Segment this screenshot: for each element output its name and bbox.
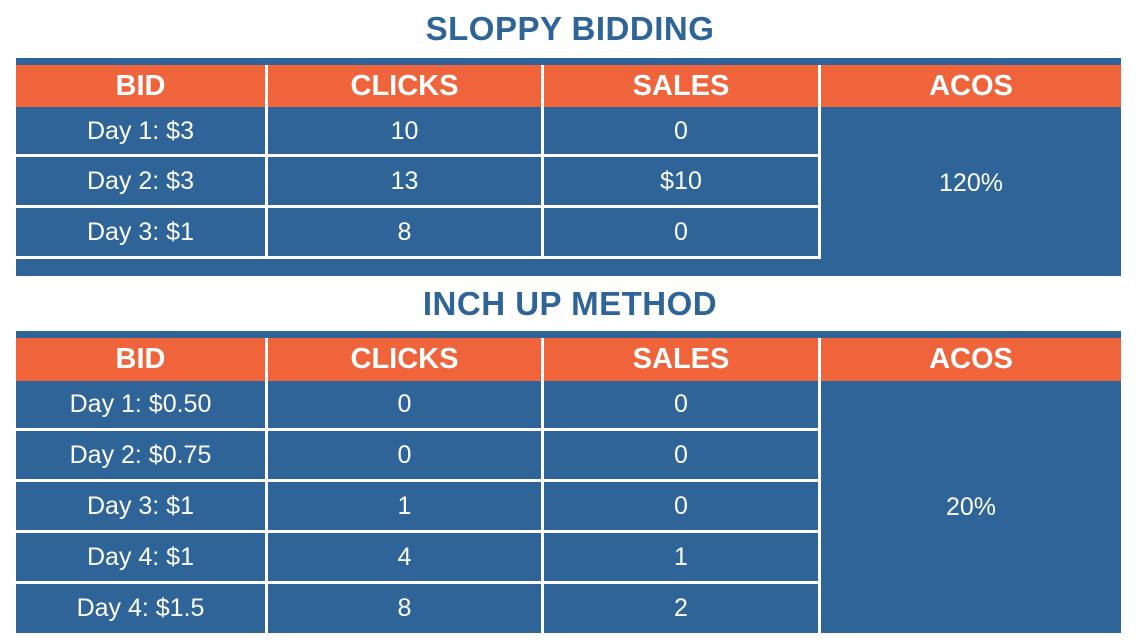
table-cell-clicks: 4 <box>397 542 412 571</box>
table-cell-sales: 1 <box>674 542 688 571</box>
table-sloppy-bidding: BID CLICKS SALES ACOS Day 1: $3 10 0 Day… <box>16 58 1121 276</box>
grid-line <box>16 530 818 533</box>
grid-line <box>16 581 818 584</box>
table-cell-clicks: 8 <box>397 217 412 246</box>
table-cell-bid: Day 3: $1 <box>86 217 194 246</box>
table-inch-up-method: BID CLICKS SALES ACOS Day 1: $0.50 0 0 D… <box>16 331 1121 633</box>
column-header-acos: ACOS <box>821 65 1121 107</box>
grid-line <box>265 65 268 259</box>
grid-line <box>818 65 821 259</box>
table-cell-sales: 0 <box>674 116 688 145</box>
table-cell-bid: Day 3: $1 <box>86 491 194 520</box>
table-cell-bid: Day 1: $3 <box>86 116 194 145</box>
table-cell-sales: 0 <box>674 440 688 469</box>
grid-line <box>16 205 818 208</box>
table-cell-sales: 0 <box>674 491 688 520</box>
table-cell-sales: 0 <box>674 390 688 418</box>
grid-line <box>16 154 818 157</box>
table-cell-sales: $10 <box>660 166 702 195</box>
table-cell-bid: Day 4: $1.5 <box>76 594 205 622</box>
column-header-sales: SALES <box>544 338 818 381</box>
table-cell-clicks: 13 <box>390 166 419 195</box>
table-cell-sales: 0 <box>674 217 688 246</box>
table-cell-bid: Day 2: $3 <box>86 166 194 195</box>
grid-line <box>541 338 544 633</box>
column-header-sales: SALES <box>544 65 818 107</box>
grid-line <box>16 256 821 259</box>
table-cell-clicks: 0 <box>397 390 412 418</box>
grid-line <box>16 428 818 431</box>
column-header-bid: BID <box>16 65 265 107</box>
table-cell-sales: 2 <box>674 594 688 622</box>
column-header-clicks: CLICKS <box>268 338 541 381</box>
column-header-bid: BID <box>16 338 265 381</box>
table-cell-clicks: 10 <box>390 116 419 145</box>
column-header-acos: ACOS <box>821 338 1121 381</box>
grid-line <box>16 479 818 482</box>
table-cell-acos: 20% <box>945 492 997 521</box>
table-cell-bid: Day 1: $0.50 <box>69 390 212 418</box>
table-cell-clicks: 8 <box>397 594 412 622</box>
table-title-inch-up-method: INCH UP METHOD <box>422 285 718 322</box>
table-cell-clicks: 1 <box>397 491 412 520</box>
grid-line <box>818 338 821 633</box>
grid-line <box>541 65 544 259</box>
table-cell-clicks: 0 <box>397 440 412 469</box>
column-header-clicks: CLICKS <box>268 65 541 107</box>
table-title-sloppy-bidding: SLOPPY BIDDING <box>425 10 715 47</box>
table-cell-bid: Day 2: $0.75 <box>69 440 212 469</box>
grid-line <box>265 338 268 633</box>
table-cell-acos: 120% <box>939 168 1003 197</box>
table-cell-bid: Day 4: $1 <box>86 542 194 571</box>
